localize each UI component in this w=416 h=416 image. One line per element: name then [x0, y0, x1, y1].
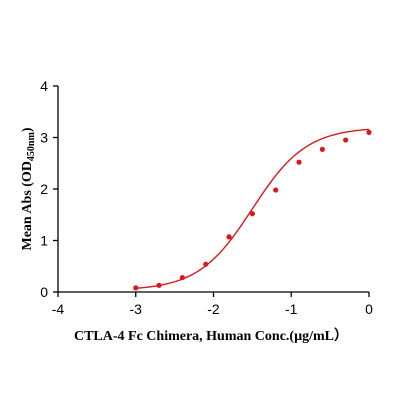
y-tick-label: 4: [40, 78, 48, 94]
y-axis-title-subscript: 450nm: [26, 132, 37, 162]
data-point: [319, 146, 325, 152]
data-point: [366, 129, 372, 135]
y-tick-label: 3: [40, 130, 48, 146]
data-point: [203, 261, 209, 267]
data-point: [179, 274, 185, 281]
axes: [57, 86, 369, 293]
x-tick-label: -2: [207, 301, 220, 317]
x-tick-label: -4: [52, 301, 65, 317]
y-axis-ticks: 0 1 2 3 4: [40, 78, 58, 300]
x-tick-label: -1: [285, 301, 298, 317]
data-point: [249, 211, 255, 217]
x-tick-label: 0: [365, 301, 373, 317]
y-axis-title: Mean Abs (OD450nm): [20, 127, 37, 250]
y-axis-title-prefix: Mean Abs (OD: [20, 161, 35, 250]
x-axis-ticks: -4 -3 -2 -1 0: [52, 292, 373, 317]
data-point: [133, 285, 139, 291]
x-axis-title: CTLA-4 Fc Chimera, Human Conc.(µg/mL）: [74, 328, 348, 344]
data-point: [273, 187, 279, 193]
data-point: [343, 137, 349, 143]
y-tick-label: 2: [40, 181, 48, 197]
y-tick-label: 0: [40, 284, 48, 300]
y-axis-title-suffix: ): [20, 127, 35, 132]
fit-curve: [135, 128, 370, 290]
x-tick-label: -3: [130, 301, 143, 317]
data-point: [156, 282, 162, 288]
data-point: [296, 159, 302, 165]
data-point: [226, 234, 232, 240]
y-tick-label: 1: [40, 233, 48, 249]
data-points: [133, 129, 372, 291]
